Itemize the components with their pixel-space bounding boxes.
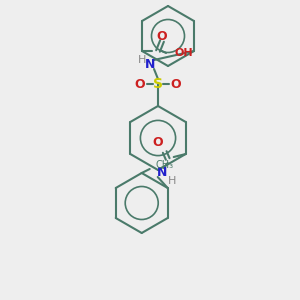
Text: CH₃: CH₃: [156, 160, 174, 170]
Text: OH: OH: [174, 48, 193, 58]
Text: O: O: [135, 77, 145, 91]
Text: O: O: [171, 77, 181, 91]
Text: O: O: [152, 136, 163, 149]
Text: N: N: [157, 167, 167, 179]
Text: H: H: [167, 176, 176, 186]
Text: N: N: [145, 58, 155, 70]
Text: S: S: [153, 77, 163, 91]
Text: O: O: [157, 29, 167, 43]
Text: H: H: [138, 55, 146, 65]
